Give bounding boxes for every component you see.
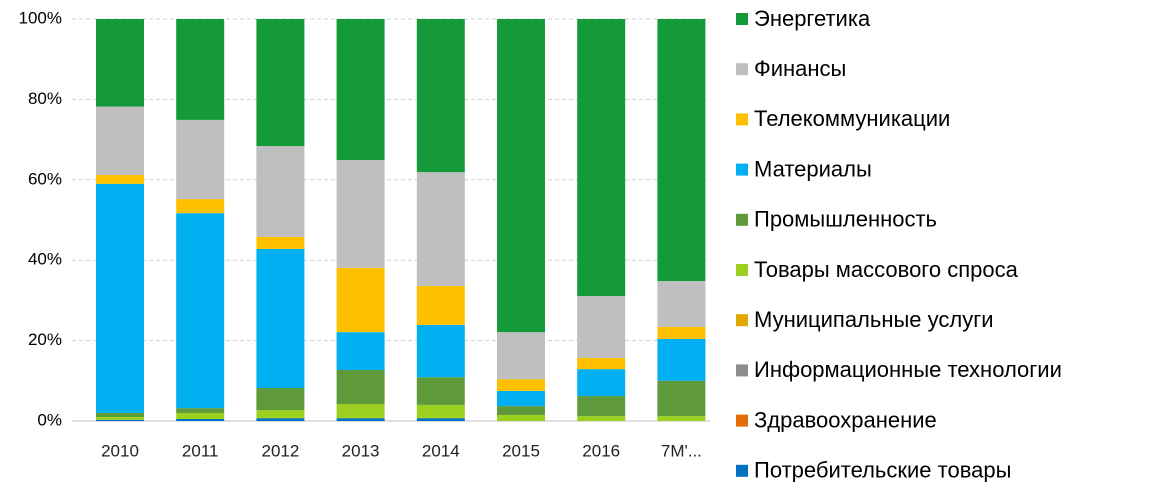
bar-segment [256,388,305,411]
bar-segment [176,418,225,421]
bar-segment [96,174,144,184]
bar-segment [416,172,465,286]
legend-label: Товары массового спроса [754,257,1019,282]
bar-segment [497,390,545,407]
bar-segment [96,183,144,413]
bar-segment [577,295,626,358]
legend-swatch [736,163,748,176]
bar-segment [96,19,144,107]
bar-segment [96,419,144,421]
bar-segment [96,416,144,420]
y-tick-label: 100% [19,8,62,27]
bar-segment [256,236,305,249]
x-tick-label: 2010 [101,441,139,460]
bar-segment [657,338,706,381]
x-tick-label: 2013 [342,441,380,460]
bar-segment [336,418,385,421]
bar-segment [256,146,305,237]
bar-segment [336,369,385,405]
bar-segment [497,406,545,415]
bar-segment [256,410,305,419]
y-tick-label: 0% [37,410,62,429]
y-tick-label: 20% [28,330,62,349]
bar-segment [176,199,225,214]
bar-segment [176,19,225,120]
legend-swatch [736,414,748,427]
bar-segment [176,412,225,419]
x-tick-label: 2016 [582,441,620,460]
bar-segment [657,326,706,339]
legend-swatch [736,264,748,276]
legend-swatch [736,213,748,226]
bar-segment [497,332,545,380]
bar-segment [416,418,465,421]
x-tick-label: 2015 [502,441,540,460]
bar-segment [657,380,706,417]
bar-segment [577,416,626,421]
bar-segment [256,418,305,421]
bar-segment [176,119,225,200]
legend-swatch [736,113,748,126]
bar-segment [256,19,305,147]
legend-swatch [736,464,748,477]
x-tick-label: 2012 [261,441,299,460]
bar-segment [416,324,465,378]
bar-segment [336,404,385,419]
bar-segment [336,160,385,268]
legend-label: Материалы [754,156,872,181]
x-tick-label: 2014 [422,441,460,460]
bar-segment [577,369,626,397]
bar-segment [176,213,225,409]
bar-segment [577,396,626,417]
bar-segment [577,19,626,296]
bar-segment [256,248,305,389]
bar-segment [497,19,545,333]
legend-label: Здравоохранение [754,407,937,432]
bar-segment [657,281,706,327]
bar-segment [336,19,385,161]
legend-label: Потребительские товары [754,458,1011,483]
legend-label: Финансы [754,56,846,81]
bar-segment [176,408,225,413]
legend-label: Энергетика [754,6,871,31]
legend-swatch [736,364,748,377]
y-tick-label: 80% [28,89,62,108]
bar-segment [657,19,706,282]
bar-segment [497,379,545,391]
y-tick-label: 40% [28,250,62,269]
bar-segment [416,404,465,419]
bar-segment [96,412,144,417]
bar-segment [416,285,465,325]
bar-segment [336,267,385,333]
legend-swatch [736,63,748,76]
bar-segment [657,416,706,421]
x-tick-label: 2011 [182,441,219,460]
legend-label: Муниципальные услуги [754,307,994,332]
legend-label: Информационные технологии [754,357,1062,382]
bar-segment [96,106,144,175]
legend-label: Промышленность [754,207,937,232]
y-tick-label: 60% [28,169,62,188]
x-tick-label: 7M'... [661,441,702,460]
legend-swatch [736,13,748,25]
legend-label: Телекоммуникации [754,106,950,131]
bar-segment [336,332,385,370]
bar-segment [416,377,465,405]
legend-swatch [736,314,748,327]
bar-segment [577,357,626,370]
bar-segment [497,414,545,421]
bar-segment [416,19,465,173]
